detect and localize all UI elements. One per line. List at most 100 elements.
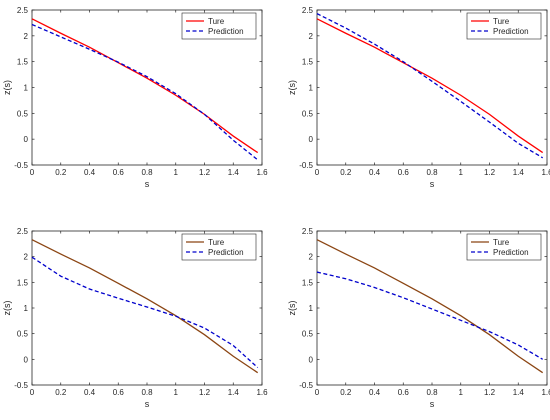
x-tick-label: 0.4 [84, 168, 96, 177]
series-line-prediction [316, 271, 544, 360]
x-tick-label: 1.2 [484, 388, 496, 397]
series-line-ture [316, 239, 544, 374]
y-axis-label: z(s) [2, 80, 12, 95]
y-tick-label: 2 [24, 32, 29, 41]
y-tick-label: -0.5 [299, 161, 313, 170]
legend-box [466, 233, 542, 261]
x-tick-label: 1.2 [199, 388, 211, 397]
x-tick-label: 0.4 [84, 388, 96, 397]
x-axis-label: s [145, 399, 150, 409]
x-tick-label: 1.2 [199, 168, 211, 177]
y-tick-label: 0.5 [302, 109, 314, 118]
y-tick-label: 1 [24, 84, 29, 93]
y-tick-label: 0 [309, 355, 314, 364]
y-tick-label: 2.5 [17, 227, 29, 236]
y-tick-label: 1 [309, 84, 314, 93]
x-tick-label: 0.8 [426, 168, 438, 177]
x-tick-label: 1.6 [541, 168, 550, 177]
y-tick-label: -0.5 [299, 381, 313, 390]
y-tick-label: 0 [24, 355, 29, 364]
y-axis-label: z(s) [2, 301, 12, 316]
x-tick-label: 0.6 [113, 168, 125, 177]
y-tick-label: 1 [309, 304, 314, 313]
x-tick-label: 1.4 [513, 168, 525, 177]
y-tick-label: 2 [309, 32, 314, 41]
y-tick-label: 0 [309, 135, 314, 144]
x-tick-label: 0.2 [55, 168, 67, 177]
x-tick-label: 0.6 [398, 168, 410, 177]
y-tick-label: 2.5 [17, 6, 29, 15]
y-tick-label: 1.5 [302, 278, 314, 287]
y-tick-label: 0.5 [302, 330, 314, 339]
legend-box [466, 12, 542, 40]
legend-box [181, 12, 257, 40]
y-axis-label: z(s) [287, 301, 297, 316]
series-line-prediction [31, 256, 259, 369]
y-tick-label: 0.5 [17, 330, 29, 339]
x-tick-label: 0.6 [398, 388, 410, 397]
y-tick-label: 0 [24, 135, 29, 144]
x-tick-label: 1.4 [513, 388, 525, 397]
x-tick-label: 0.4 [369, 168, 381, 177]
x-tick-label: 1 [459, 168, 464, 177]
x-tick-label: 1.6 [256, 388, 268, 397]
x-tick-label: 0.2 [340, 388, 352, 397]
chart-2: 00.20.40.60.811.21.41.6-0.500.511.522.5s… [287, 6, 550, 189]
legend-label: Prediction [208, 248, 244, 257]
x-tick-label: 0 [315, 388, 320, 397]
series-line-ture [31, 18, 259, 154]
series-line-prediction [31, 23, 259, 161]
y-tick-label: -0.5 [14, 381, 28, 390]
x-tick-label: 0 [315, 168, 320, 177]
x-tick-label: 1.6 [541, 388, 550, 397]
legend-label: Ture [208, 238, 225, 247]
chart-1: 0 0.2 0.4 0.6 0.8 1 1.2 1.4 1.6-0.500.511.522.5s… [2, 6, 268, 189]
x-tick-label: 0.8 [141, 388, 153, 397]
legend-label: Ture [208, 17, 225, 26]
legend-label: Prediction [493, 27, 529, 36]
legend-label: Ture [493, 238, 510, 247]
series-line-ture [316, 18, 544, 154]
x-tick-label: 0 [30, 388, 35, 397]
y-tick-label: 2.5 [302, 227, 314, 236]
x-tick-label: 0.8 [141, 168, 153, 177]
y-tick-label: 1.5 [302, 58, 314, 67]
y-tick-label: 1.5 [17, 58, 29, 67]
y-tick-label: 2.5 [302, 6, 314, 15]
x-tick-label: 1 [459, 388, 464, 397]
x-tick-label: 0.6 [113, 388, 125, 397]
x-tick-label: 1 [174, 168, 179, 177]
x-axis-label: s [430, 399, 435, 409]
series-line-ture [31, 239, 259, 374]
chart-3: 0 0.2 0.4 0.6 0.8 1 1.2 1.4 1.6-0.500.511.522.5s… [2, 227, 268, 409]
x-tick-label: 0 [30, 168, 35, 177]
legend-label: Ture [493, 17, 510, 26]
x-tick-label: 0.4 [369, 388, 381, 397]
y-tick-label: 0.5 [17, 109, 29, 118]
legend-label: Prediction [493, 248, 529, 257]
y-tick-label: 1.5 [17, 278, 29, 287]
legend-box [181, 233, 257, 261]
x-tick-label: 0.8 [426, 388, 438, 397]
y-tick-label: -0.5 [14, 161, 28, 170]
x-tick-label: 1 [174, 388, 179, 397]
y-axis-label: z(s) [287, 80, 297, 95]
x-axis-label: s [430, 179, 435, 189]
y-tick-label: 1 [24, 304, 29, 313]
series-line-prediction [316, 13, 544, 159]
chart-4: 00.20.40.60.811.21.41.6-0.500.511.522.5s… [287, 227, 550, 409]
x-tick-label: 0.2 [55, 388, 67, 397]
x-axis-label: s [145, 179, 150, 189]
legend-label: Prediction [208, 27, 244, 36]
x-tick-label: 1.4 [228, 388, 240, 397]
x-tick-label: 1.2 [484, 168, 496, 177]
x-tick-label: 0.2 [340, 168, 352, 177]
y-tick-label: 2 [24, 253, 29, 262]
x-tick-label: 1.4 [228, 168, 240, 177]
x-tick-label: 1.6 [256, 168, 268, 177]
